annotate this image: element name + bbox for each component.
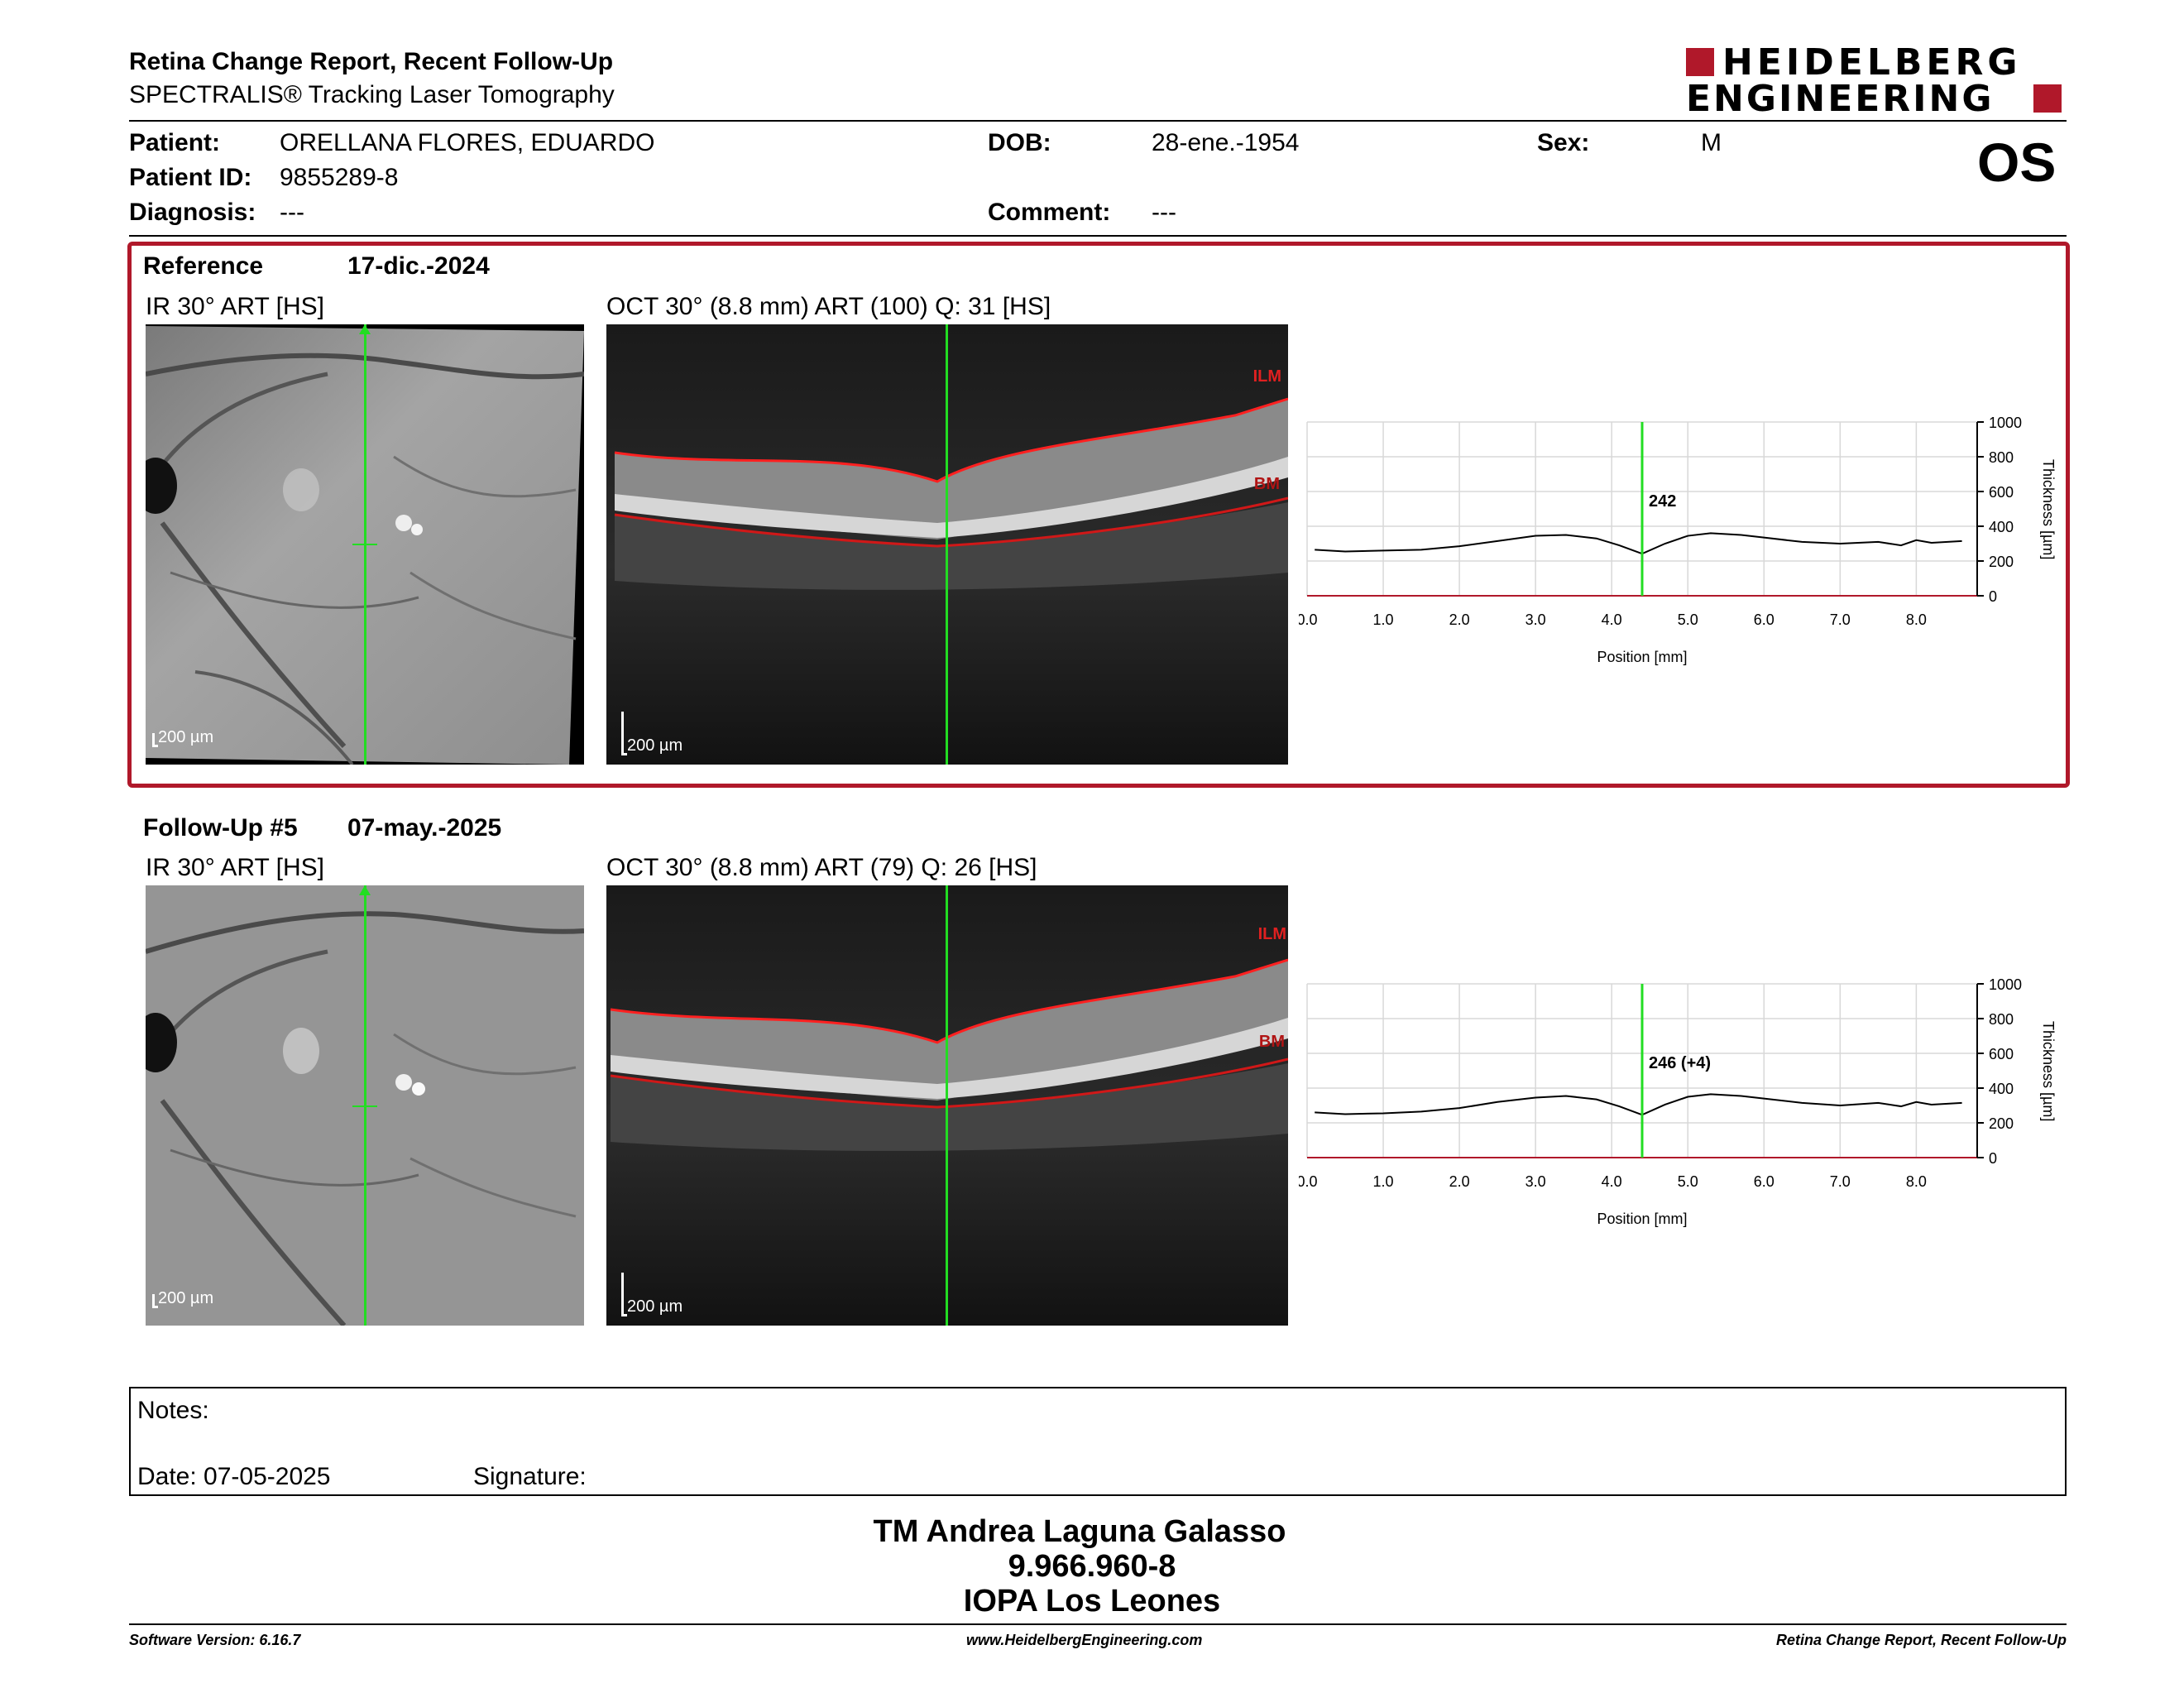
signer-org: IOPA Los Leones xyxy=(963,1584,1221,1618)
reference-frame xyxy=(127,242,2070,788)
footer-report-name: Retina Change Report, Recent Follow-Up xyxy=(1775,1632,2067,1648)
reference-thickness-chart: 0 200 400 600 800 1000 0.0 1.0 2.0 3.0 4.0 5.0 6.0 7.… xyxy=(1299,415,2057,665)
x-tick-label: 1.0 xyxy=(1373,1173,1394,1190)
reference-bm-label: BM xyxy=(1253,475,1280,493)
x-tick-label: 4.0 xyxy=(1602,611,1622,628)
signer-name: TM Andrea Laguna Galasso xyxy=(873,1514,1286,1549)
followup-ir-title: IR 30° ART [HS] xyxy=(146,854,324,881)
sex-label: Sex: xyxy=(1537,129,1590,156)
x-tick-label: 3.0 xyxy=(1525,611,1546,628)
x-tick-label: 8.0 xyxy=(1906,1173,1927,1190)
x-tick-label: 2.0 xyxy=(1449,1173,1470,1190)
x-tick-label: 2.0 xyxy=(1449,611,1470,628)
reference-ir-title: IR 30° ART [HS] xyxy=(146,293,324,320)
heidelberg-logo: HEIDELBERG ENGINEERING xyxy=(1686,41,2067,120)
thickness-series-line xyxy=(1315,1093,1962,1116)
marker-value-label: 242 xyxy=(1649,492,1676,511)
followup-ir-image[interactable]: 200 µm xyxy=(146,885,584,1326)
followup-oct-scale: 200 µm xyxy=(621,1273,682,1316)
notes-box[interactable]: Notes: Date: 07-05-2025 Signature: xyxy=(129,1387,2067,1496)
y-tick-label: 200 xyxy=(1989,554,2014,570)
signer-id: 9.966.960-8 xyxy=(1008,1549,1176,1584)
x-axis-label: Position [mm] xyxy=(1597,649,1687,665)
eye-label: OS xyxy=(1977,132,2057,193)
y-tick-label: 1000 xyxy=(1989,976,2022,993)
y-tick-label: 800 xyxy=(1989,1011,2014,1028)
x-tick-label: 7.0 xyxy=(1830,1173,1851,1190)
x-tick-label: 3.0 xyxy=(1525,1173,1546,1190)
notes-label: Notes: xyxy=(137,1397,209,1424)
x-tick-label: 5.0 xyxy=(1678,611,1698,628)
x-tick-label: 6.0 xyxy=(1754,1173,1774,1190)
x-tick-label: 7.0 xyxy=(1830,611,1851,628)
reference-oct-title: OCT 30° (8.8 mm) ART (100) Q: 31 [HS] xyxy=(606,293,1051,320)
y-tick-label: 400 xyxy=(1989,519,2014,535)
followup-bm-label: BM xyxy=(1258,1033,1285,1051)
x-tick-label: 4.0 xyxy=(1602,1173,1622,1190)
y-axis-label: Thickness [µm] xyxy=(2040,1021,2057,1121)
y-tick-label: 200 xyxy=(1989,1115,2014,1132)
diagnosis-value: --- xyxy=(280,199,304,226)
x-tick-label: 5.0 xyxy=(1678,1173,1698,1190)
patient-id: 9855289-8 xyxy=(280,164,399,191)
x-tick-label: 1.0 xyxy=(1373,611,1394,628)
comment-value: --- xyxy=(1152,199,1176,226)
y-tick-label: 0 xyxy=(1989,588,1997,605)
x-tick-label: 6.0 xyxy=(1754,611,1774,628)
diagnosis-label: Diagnosis: xyxy=(129,199,256,226)
notes-date: Date: 07-05-2025 xyxy=(137,1463,331,1490)
followup-thickness-chart: 0 200 400 600 800 1000 0.0 1.0 2.0 3.0 4.0 5.0 6.0 7.… xyxy=(1299,976,2057,1227)
reference-oct-image[interactable]: ILM BM 200 µm xyxy=(606,324,1288,765)
x-axis-label: Position [mm] xyxy=(1597,1211,1687,1227)
reference-label: Reference xyxy=(143,252,264,280)
y-tick-label: 400 xyxy=(1989,1081,2014,1097)
sex-value: M xyxy=(1701,129,1722,156)
y-tick-label: 600 xyxy=(1989,1046,2014,1062)
footer-software-version: Software Version: 6.16.7 xyxy=(129,1632,301,1648)
patient-id-label: Patient ID: xyxy=(129,164,252,191)
reference-ir-image[interactable]: 200 µm xyxy=(146,324,584,765)
report-title: Retina Change Report, Recent Follow-Up xyxy=(129,48,614,75)
y-axis-label: Thickness [µm] xyxy=(2040,459,2057,559)
footer-website[interactable]: www.HeidelbergEngineering.com xyxy=(966,1632,1203,1648)
y-tick-label: 800 xyxy=(1989,449,2014,466)
dob-label: DOB: xyxy=(988,129,1051,156)
followup-ir-scale: 200 µm xyxy=(152,1289,213,1308)
signer-block: TM Andrea Laguna Galasso 9.966.960-8 IOP… xyxy=(0,1514,2184,1618)
y-tick-label: 1000 xyxy=(1989,415,2022,431)
reference-date: 17-dic.-2024 xyxy=(347,252,490,280)
comment-label: Comment: xyxy=(988,199,1111,226)
followup-ilm-label: ILM xyxy=(1257,925,1286,943)
followup-oct-title: OCT 30° (8.8 mm) ART (79) Q: 26 [HS] xyxy=(606,854,1037,881)
reference-ir-scale: 200 µm xyxy=(152,728,213,747)
followup-label: Follow-Up #5 xyxy=(143,814,298,842)
y-tick-label: 0 xyxy=(1989,1150,1997,1167)
x-tick-label: 0.0 xyxy=(1299,1173,1318,1190)
y-tick-label: 600 xyxy=(1989,484,2014,501)
report-subtitle: SPECTRALIS® Tracking Laser Tomography xyxy=(129,81,615,108)
patient-label: Patient: xyxy=(129,129,221,156)
thickness-series-line xyxy=(1315,532,1962,555)
signature-label: Signature: xyxy=(473,1463,587,1490)
patient-name: ORELLANA FLORES, EDUARDO xyxy=(280,129,655,156)
dob-value: 28-ene.-1954 xyxy=(1152,129,1300,156)
reference-ilm-label: ILM xyxy=(1252,367,1281,386)
followup-oct-image[interactable]: ILM BM 200 µm xyxy=(606,885,1288,1326)
x-tick-label: 0.0 xyxy=(1299,611,1318,628)
marker-value-label: 246 (+4) xyxy=(1649,1054,1711,1072)
followup-date: 07-may.-2025 xyxy=(347,814,502,842)
reference-oct-scale: 200 µm xyxy=(621,712,682,755)
x-tick-label: 8.0 xyxy=(1906,611,1927,628)
